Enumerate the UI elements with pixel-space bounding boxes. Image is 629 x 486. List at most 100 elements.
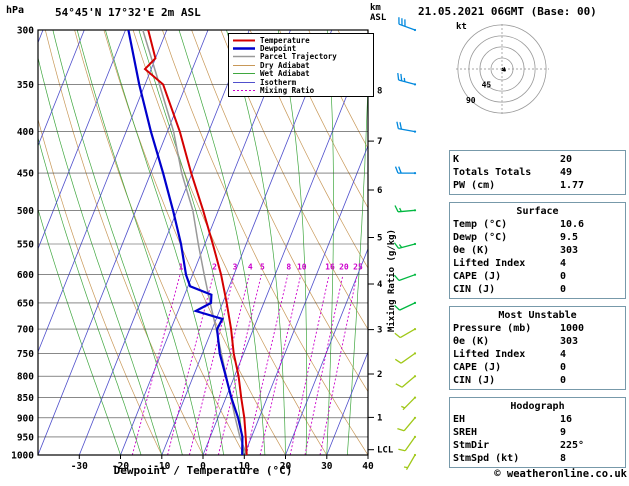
svg-text:500: 500 <box>17 206 34 217</box>
pressure-axis-label: hPa <box>6 5 25 16</box>
stat-label: θe (K) <box>453 245 490 256</box>
stat-label: EH <box>453 414 466 425</box>
legend-line-sample <box>233 81 255 83</box>
stat-row: Temp (°C) 10.6 <box>453 218 622 231</box>
legend-line-sample <box>233 47 255 50</box>
section-title: Most Unstable <box>498 310 577 321</box>
hodograph: 45 90 kt <box>454 22 551 116</box>
svg-text:10: 10 <box>239 461 251 472</box>
svg-text:20: 20 <box>339 263 349 272</box>
stat-value: 225° <box>560 440 585 451</box>
legend-label: Wet Adiabat <box>260 69 310 79</box>
svg-text:450: 450 <box>17 169 34 180</box>
datetime-title: 21.05.2021 06GMT (Base: 00) <box>418 5 597 18</box>
stat-value: 0 <box>560 375 567 386</box>
legend-item: Parcel Trajectory <box>232 52 371 62</box>
stat-value: 20 <box>560 154 573 165</box>
stat-row: θe (K) 303 <box>453 335 622 348</box>
km-tick-marks <box>368 89 374 451</box>
isotherms <box>38 30 368 455</box>
svg-text:800: 800 <box>17 372 34 383</box>
svg-text:300: 300 <box>17 26 34 37</box>
svg-text:1000: 1000 <box>11 451 34 462</box>
temp-tick-marks <box>78 455 369 459</box>
legend-line-sample <box>233 64 255 66</box>
svg-text:400: 400 <box>17 127 34 138</box>
stat-row: StmDir 225° <box>453 439 622 452</box>
stat-value: 10.6 <box>560 219 585 230</box>
svg-text:5: 5 <box>377 234 382 244</box>
legend-line-sample <box>233 56 255 58</box>
stat-value: 303 <box>560 336 579 347</box>
hodograph-plot: 45 90 <box>456 24 549 114</box>
legend-line-sample <box>233 39 255 42</box>
legend-item: Mixing Ratio <box>232 86 371 95</box>
stat-value: 16 <box>560 414 573 425</box>
stat-value: 1.77 <box>560 180 585 191</box>
svg-text:750: 750 <box>17 349 34 360</box>
copyright: © weatheronline.co.uk <box>494 468 627 480</box>
stat-label: Dewp (°C) <box>453 232 508 243</box>
stat-value: 9 <box>560 427 567 438</box>
stat-label: Totals Totals <box>453 167 532 178</box>
hodograph-stats-box: Hodograph EH 16 SREH 9 StmDir 225° StmSpd (kt) 8 <box>449 397 626 468</box>
svg-text:16: 16 <box>325 263 335 272</box>
stat-row: Lifted Index 4 <box>453 257 622 270</box>
stat-value: 0 <box>560 271 567 282</box>
wind-barbs <box>393 17 417 471</box>
svg-text:4: 4 <box>248 263 253 272</box>
svg-text:2: 2 <box>377 370 382 380</box>
stat-label: CIN (J) <box>453 375 496 386</box>
svg-text:7: 7 <box>377 137 382 147</box>
svg-text:550: 550 <box>17 240 34 251</box>
stat-row: StmSpd (kt) 8 <box>453 452 622 465</box>
svg-text:10: 10 <box>297 263 307 272</box>
stat-label: CAPE (J) <box>453 271 502 282</box>
svg-text:90: 90 <box>466 96 476 105</box>
stat-row: EH 16 <box>453 413 622 426</box>
legend-label: Dewpoint <box>260 44 297 54</box>
station-title: 54°45'N 17°32'E 2m ASL <box>55 6 201 19</box>
most-unstable-box: Most Unstable Pressure (mb) 1000 θe (K) 303 L… <box>449 306 626 390</box>
stat-label: CIN (J) <box>453 284 496 295</box>
svg-text:950: 950 <box>17 432 34 443</box>
stat-row: PW (cm) 1.77 <box>453 179 622 192</box>
svg-text:30: 30 <box>321 461 333 472</box>
svg-text:4: 4 <box>377 280 383 290</box>
svg-text:5: 5 <box>260 263 265 272</box>
svg-text:600: 600 <box>17 270 34 281</box>
stat-row: θe (K) 303 <box>453 244 622 257</box>
legend-item: Temperature <box>232 35 371 45</box>
mixing-ratio-labels: 1 2 3 4 5 8 10 16 20 25 <box>179 263 363 272</box>
svg-text:45: 45 <box>482 81 492 90</box>
stat-value: 8 <box>560 453 567 464</box>
stat-label: Lifted Index <box>453 258 526 269</box>
indices-box: K 20 Totals Totals 49 PW (cm) 1.77 <box>449 150 626 195</box>
svg-text:900: 900 <box>17 413 34 424</box>
dewpoint-curve <box>127 30 244 455</box>
stat-row: CAPE (J) 0 <box>453 361 622 374</box>
svg-text:650: 650 <box>17 298 34 309</box>
stat-value: 303 <box>560 245 579 256</box>
plot-background <box>38 30 368 455</box>
hodograph-unit-label: kt <box>456 22 467 32</box>
legend-label: Parcel Trajectory <box>260 52 337 62</box>
svg-text:2: 2 <box>212 263 217 272</box>
legend-item: Dewpoint <box>232 44 371 54</box>
stat-row: SREH 9 <box>453 426 622 439</box>
stat-value: 0 <box>560 284 567 295</box>
stat-label: K <box>453 154 460 165</box>
stat-value: 49 <box>560 167 573 178</box>
stat-label: PW (cm) <box>453 180 496 191</box>
svg-text:8: 8 <box>286 263 291 272</box>
legend-label: Temperature <box>260 35 310 45</box>
svg-text:350: 350 <box>17 80 34 91</box>
stat-value: 4 <box>560 349 567 360</box>
temperature-curve <box>143 30 248 455</box>
legend-item: Wet Adiabat <box>232 69 371 79</box>
stat-label: StmSpd (kt) <box>453 453 520 464</box>
stat-row: CAPE (J) 0 <box>453 270 622 283</box>
svg-text:3: 3 <box>233 263 238 272</box>
